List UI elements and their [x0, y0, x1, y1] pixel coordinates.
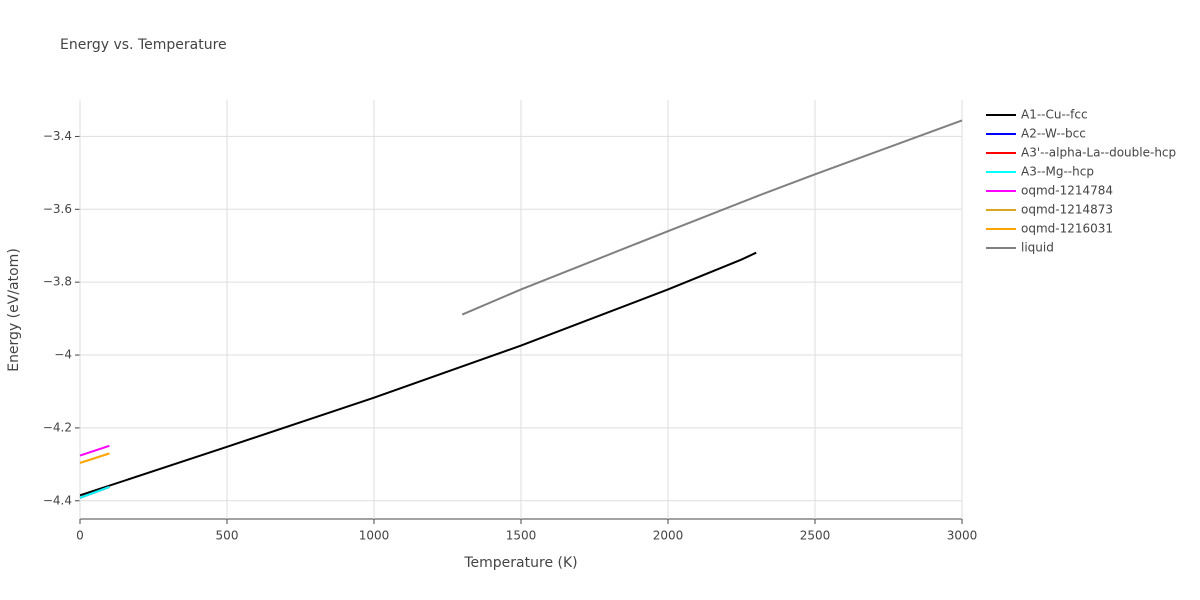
- series-line: [79, 251, 757, 497]
- legend-label: oqmd-1216031: [1021, 222, 1113, 236]
- legend-label: A3'--alpha-La--double-hcp: [1021, 146, 1176, 160]
- y-tick-label: −3.8: [43, 275, 72, 289]
- x-axis-label: Temperature (K): [463, 555, 577, 571]
- legend-label: A2--W--bcc: [1021, 127, 1086, 141]
- legend-label: liquid: [1021, 241, 1054, 255]
- legend-label: A1--Cu--fcc: [1021, 108, 1088, 122]
- x-tick-label: 0: [76, 529, 84, 543]
- y-tick-label: −4: [54, 348, 72, 362]
- y-tick-label: −3.6: [43, 202, 72, 216]
- x-tick-label: 2500: [800, 529, 831, 543]
- chart-title: Energy vs. Temperature: [60, 37, 227, 53]
- y-tick-label: −4.4: [43, 493, 72, 507]
- x-tick-label: 1000: [359, 529, 390, 543]
- legend-label: oqmd-1214784: [1021, 184, 1113, 198]
- series-line: [461, 119, 963, 316]
- legend-label: oqmd-1214873: [1021, 203, 1113, 217]
- y-tick-label: −3.4: [43, 129, 72, 143]
- x-tick-label: 3000: [947, 529, 978, 543]
- y-tick-label: −4.2: [43, 420, 72, 434]
- series-line: [79, 485, 110, 499]
- series-line: [79, 452, 110, 464]
- x-tick-label: 2000: [653, 529, 684, 543]
- y-axis-label: Energy (eV/atom): [6, 248, 22, 372]
- x-tick-label: 500: [216, 529, 239, 543]
- x-tick-label: 1500: [506, 529, 537, 543]
- series-line: [79, 444, 110, 457]
- legend-label: A3--Mg--hcp: [1021, 165, 1094, 179]
